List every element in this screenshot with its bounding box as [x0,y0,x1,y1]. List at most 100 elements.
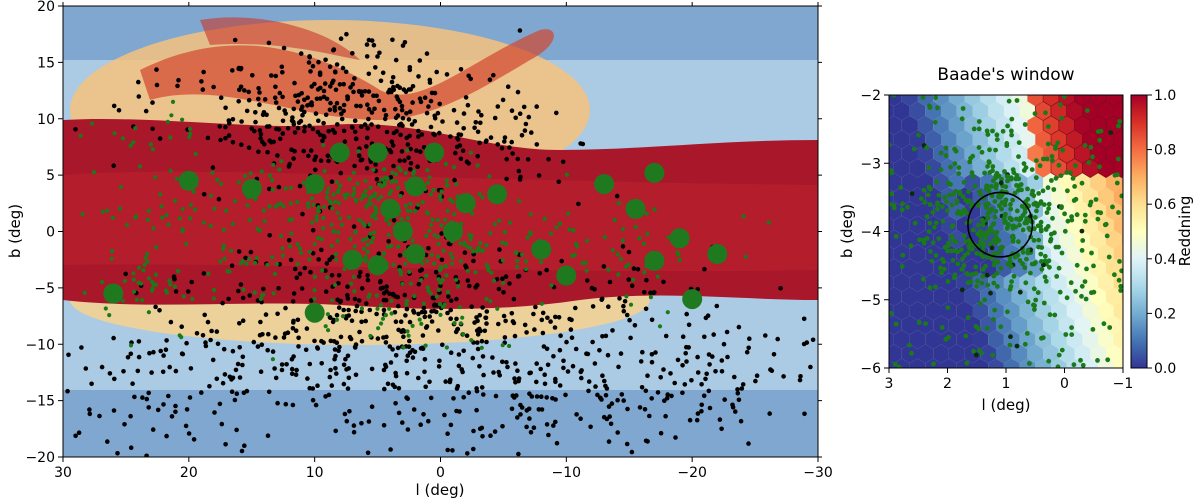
scatter-point [179,324,184,330]
large-marker [531,239,552,260]
scatter-point [208,337,213,343]
scatter-point [365,102,370,107]
scatter-point [366,106,372,112]
scatter-point [557,347,563,353]
scatter-point [423,343,428,348]
scatter-point [329,272,335,278]
scatter-point [257,90,262,95]
scatter-point [364,301,369,306]
scatter-point [352,289,357,294]
scatter-point [509,139,514,145]
scatter-point [440,119,445,124]
scatter-point [413,208,418,213]
baade-point [985,132,991,137]
scatter-point [192,207,198,212]
scatter-point [624,312,630,318]
baade-point [1031,302,1036,308]
scatter-point [280,246,285,251]
scatter-point [325,190,330,195]
baade-point [1008,176,1014,182]
hex-cell [1082,272,1099,292]
scatter-point [287,244,293,249]
baade-point [896,364,902,368]
baade-point [916,132,921,138]
large-marker [367,255,388,276]
baade-point [911,146,917,152]
scatter-point [170,99,176,104]
scatter-point [120,298,125,303]
band-highlight [63,171,818,272]
scatter-point [299,250,304,256]
scatter-point [682,382,688,387]
baade-point [946,335,951,340]
scatter-point [218,181,224,186]
x-tick-label: 3 [885,376,894,392]
baade-point [942,195,948,200]
scatter-point [297,271,303,277]
scatter-point [451,396,456,401]
scatter-point [420,346,426,352]
scatter-point [396,165,401,170]
baade-point [960,256,965,262]
scatter-point [279,159,284,164]
right-x-ticks: 3 2 1 0 −1 [885,368,1133,392]
scatter-point [458,67,464,72]
baade-point [938,265,943,271]
scatter-point [356,153,362,158]
baade-point [955,261,961,267]
scatter-point [585,278,590,283]
scatter-point [164,338,169,343]
scatter-point [481,392,486,397]
scatter-point [336,201,342,206]
scatter-point [477,140,482,146]
scatter-point [247,256,252,262]
hex-cell [956,329,973,349]
scatter-point [334,371,339,376]
scatter-point [73,433,78,439]
scatter-point [441,248,446,253]
baade-point [944,199,949,205]
scatter-point [368,231,373,236]
hex-cell [1098,358,1114,368]
baade-point [1016,183,1022,189]
scatter-point [91,170,97,175]
scatter-point [365,273,370,278]
scatter-point [229,248,234,253]
baade-point [1082,218,1088,224]
scatter-point [130,381,135,387]
scatter-point [649,352,655,357]
scatter-point [337,299,343,305]
scatter-point [418,422,424,428]
baade-point [978,251,983,257]
baade-point [1009,116,1015,122]
scatter-point [801,316,807,322]
baade-point [1025,196,1031,202]
scatter-point [355,181,360,186]
scatter-point [524,267,529,272]
baade-point [889,311,894,316]
scatter-point [391,130,397,136]
scatter-point [600,334,605,339]
scatter-point [331,192,336,197]
hex-cell [972,301,989,321]
scatter-point [771,352,777,357]
baade-point [938,167,944,173]
hex-cell [925,158,941,178]
scatter-point [741,214,746,219]
scatter-point [351,429,357,435]
scatter-point [303,347,309,353]
scatter-point [624,294,629,299]
baade-point [984,183,989,189]
scatter-point [604,386,610,391]
hex-cell [1113,244,1123,264]
scatter-point [376,197,381,202]
scatter-point [588,424,593,430]
scatter-point [166,393,171,399]
scatter-point [275,153,280,158]
scatter-point [402,292,408,298]
x-tick-label: −10 [552,465,582,481]
scatter-point [259,342,265,348]
scatter-point [235,361,241,367]
scatter-point [265,149,270,155]
scatter-point [600,373,605,379]
